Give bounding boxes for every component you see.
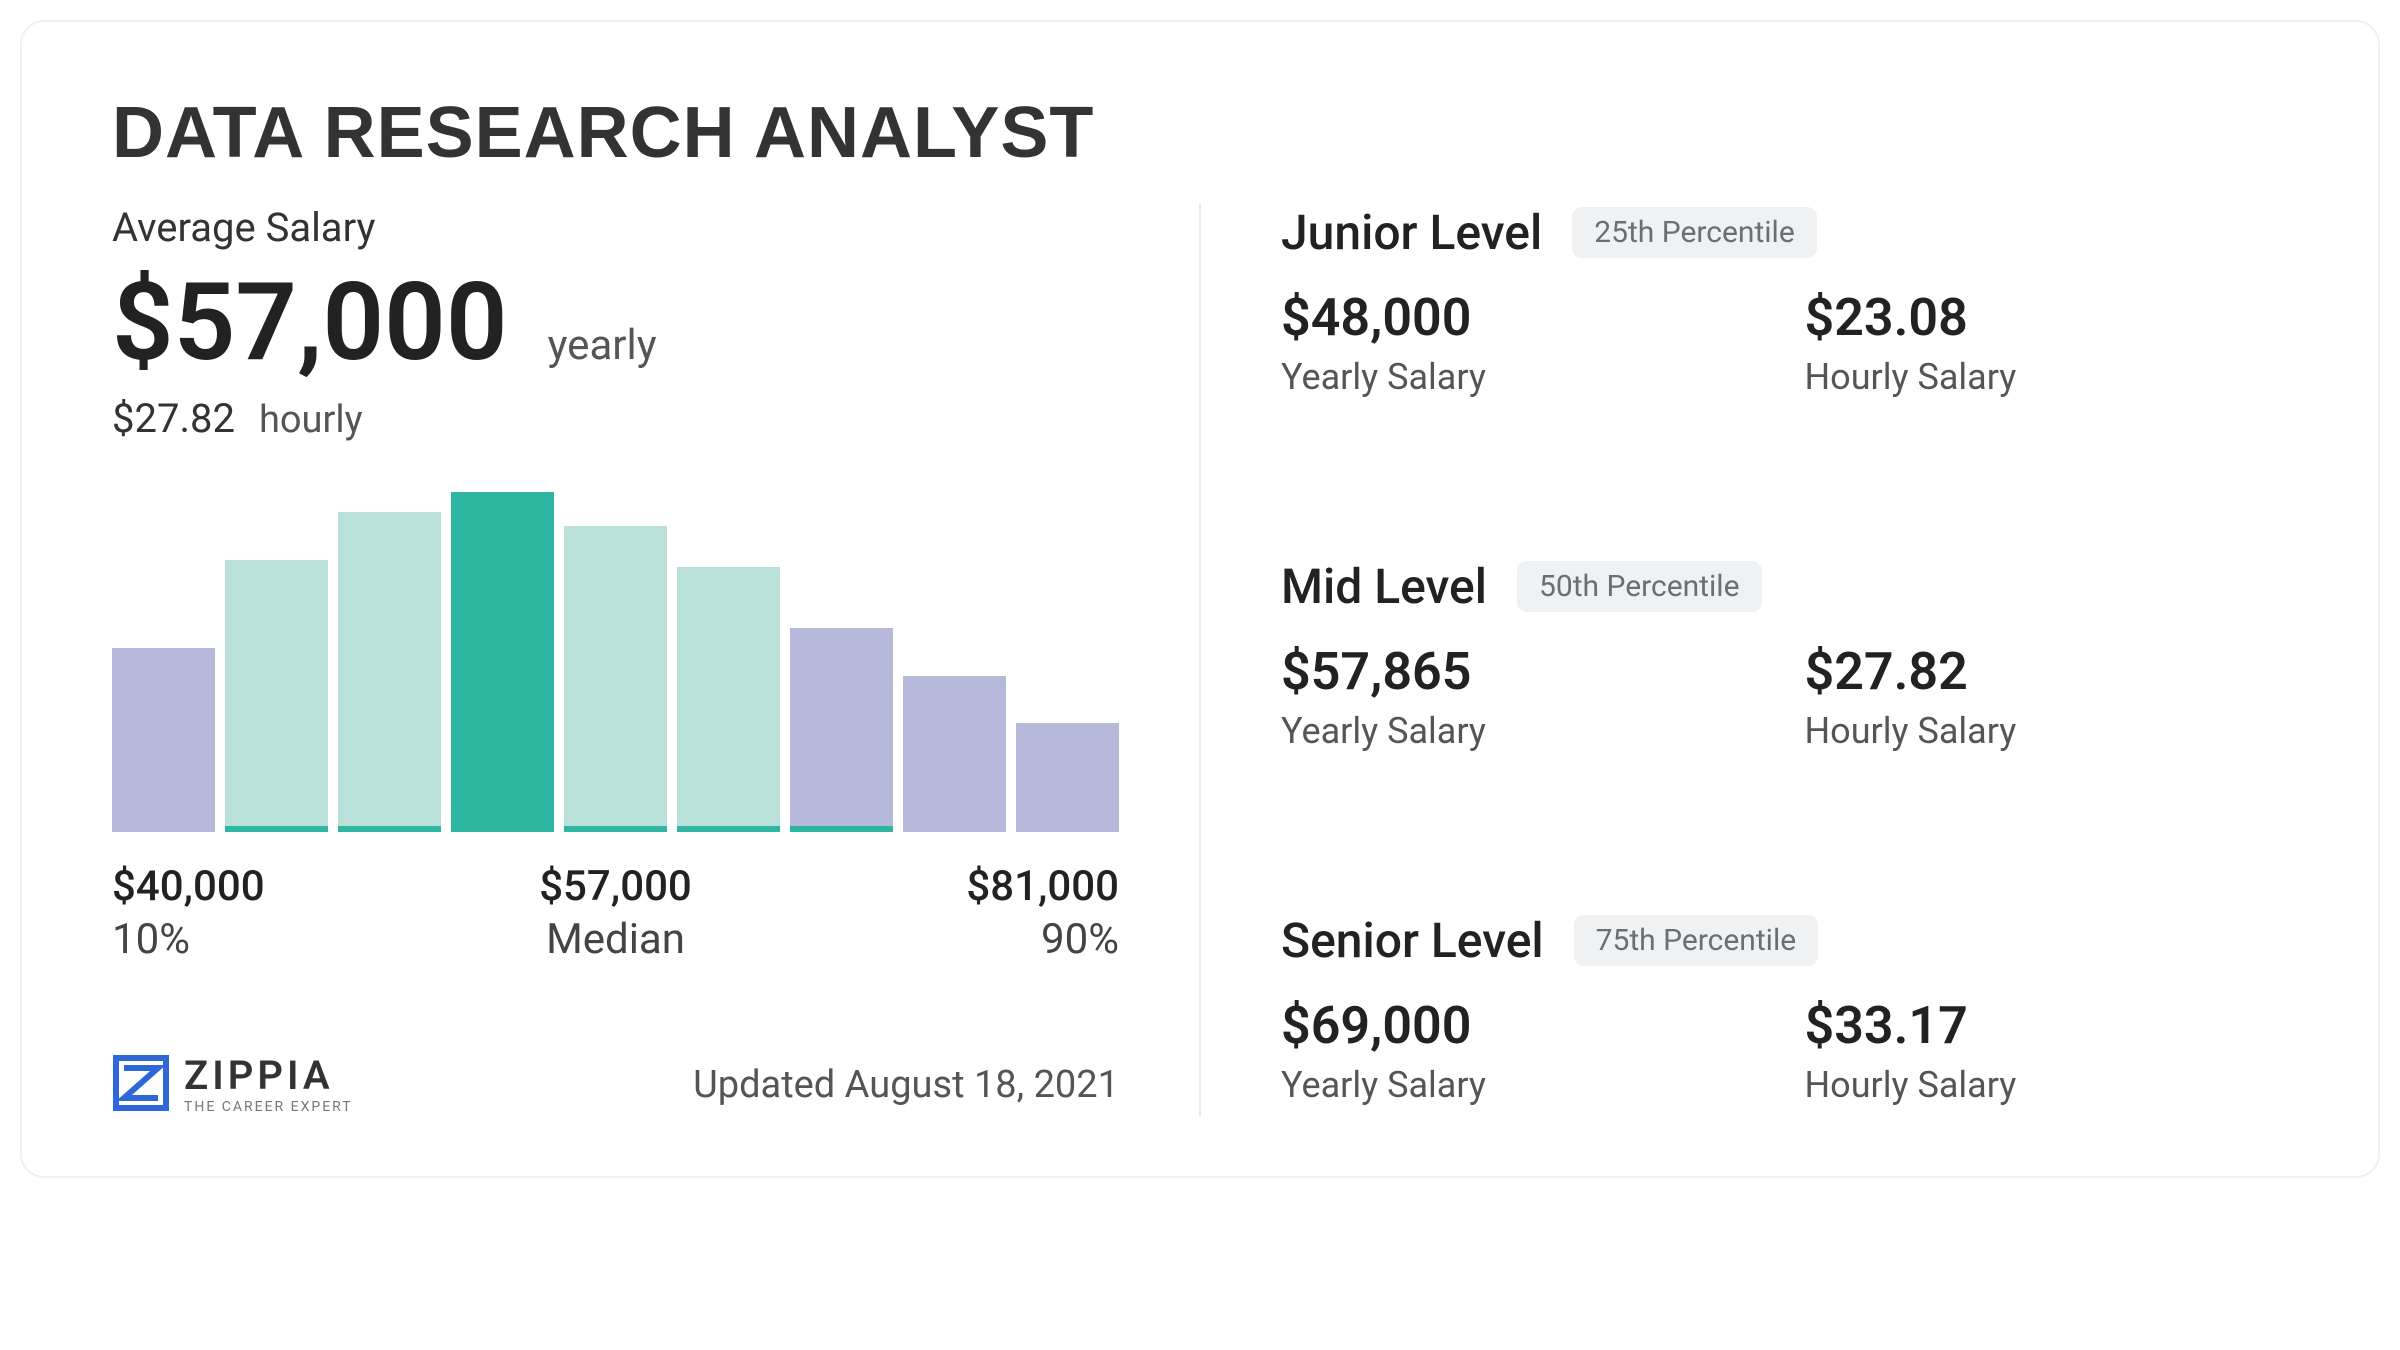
level-hourly-value: $23.08 — [1805, 287, 2289, 348]
level-block: Junior Level 25th Percentile $48,000 Yearly… — [1281, 204, 2288, 398]
level-hourly: $33.17 Hourly Salary — [1805, 995, 2289, 1106]
hourly-row: $27.82 hourly — [112, 395, 1119, 442]
chart-bar — [225, 492, 328, 832]
level-title: Senior Level — [1281, 912, 1544, 969]
level-yearly-value: $48,000 — [1281, 287, 1765, 348]
axis-left-label: 10% — [112, 915, 448, 964]
level-yearly-label: Yearly Salary — [1281, 710, 1765, 752]
axis-center-label: Median — [448, 915, 784, 964]
chart-bar — [1016, 492, 1119, 832]
level-yearly: $69,000 Yearly Salary — [1281, 995, 1765, 1106]
level-block: Senior Level 75th Percentile $69,000 Yearly… — [1281, 912, 2288, 1106]
chart-bars — [112, 492, 1119, 832]
job-title: DATA RESEARCH ANALYST — [112, 92, 2288, 174]
zippia-logo-icon — [112, 1054, 170, 1116]
level-yearly-label: Yearly Salary — [1281, 1064, 1765, 1106]
logo-name: ZIPPIA — [184, 1056, 353, 1096]
right-column: Junior Level 25th Percentile $48,000 Yearly… — [1221, 204, 2288, 1116]
chart-bar — [112, 492, 215, 832]
axis-right: $81,000 90% — [783, 862, 1119, 964]
chart-bar — [338, 492, 441, 832]
chart-bar-fill — [1016, 723, 1119, 832]
axis-right-value: $81,000 — [783, 862, 1119, 911]
chart-bar — [790, 492, 893, 832]
percentile-badge: 25th Percentile — [1572, 207, 1817, 258]
level-yearly: $48,000 Yearly Salary — [1281, 287, 1765, 398]
level-hourly-label: Hourly Salary — [1805, 710, 2289, 752]
chart-bar-fill — [338, 512, 441, 832]
chart-bar — [677, 492, 780, 832]
footer: ZIPPIA THE CAREER EXPERT Updated August … — [112, 1054, 1119, 1116]
average-salary-label: Average Salary — [112, 204, 1119, 251]
level-yearly: $57,865 Yearly Salary — [1281, 641, 1765, 752]
content-row: Average Salary $57,000 yearly $27.82 hou… — [112, 204, 2288, 1116]
level-hourly: $27.82 Hourly Salary — [1805, 641, 2289, 752]
chart-bar — [564, 492, 667, 832]
salary-distribution-chart: $40,000 10% $57,000 Median $81,000 90% — [112, 492, 1119, 964]
level-hourly-label: Hourly Salary — [1805, 356, 2289, 398]
updated-date: Updated August 18, 2021 — [693, 1063, 1119, 1107]
salary-card: DATA RESEARCH ANALYST Average Salary $57… — [20, 20, 2380, 1178]
chart-bar-fill — [790, 628, 893, 832]
yearly-label: yearly — [548, 321, 657, 370]
level-title: Junior Level — [1281, 204, 1542, 261]
level-yearly-label: Yearly Salary — [1281, 356, 1765, 398]
level-hourly-label: Hourly Salary — [1805, 1064, 2289, 1106]
level-block: Mid Level 50th Percentile $57,865 Yearly Sa… — [1281, 558, 2288, 752]
chart-bar — [903, 492, 1006, 832]
logo: ZIPPIA THE CAREER EXPERT — [112, 1054, 353, 1116]
axis-center: $57,000 Median — [448, 862, 784, 964]
level-yearly-value: $57,865 — [1281, 641, 1765, 702]
logo-text: ZIPPIA THE CAREER EXPERT — [184, 1056, 353, 1114]
chart-bar-fill — [451, 492, 554, 832]
chart-axis: $40,000 10% $57,000 Median $81,000 90% — [112, 862, 1119, 964]
chart-bar-fill — [564, 526, 667, 832]
axis-right-label: 90% — [783, 915, 1119, 964]
level-header: Mid Level 50th Percentile — [1281, 558, 2288, 615]
level-title: Mid Level — [1281, 558, 1487, 615]
level-yearly-value: $69,000 — [1281, 995, 1765, 1056]
percentile-badge: 75th Percentile — [1574, 915, 1819, 966]
percentile-badge: 50th Percentile — [1517, 561, 1762, 612]
level-row: $48,000 Yearly Salary $23.08 Hourly Salary — [1281, 287, 2288, 398]
average-yearly-value: $57,000 — [112, 269, 508, 377]
level-row: $57,865 Yearly Salary $27.82 Hourly Salary — [1281, 641, 2288, 752]
level-hourly: $23.08 Hourly Salary — [1805, 287, 2289, 398]
level-hourly-value: $27.82 — [1805, 641, 2289, 702]
logo-tagline: THE CAREER EXPERT — [184, 1100, 353, 1114]
left-column: Average Salary $57,000 yearly $27.82 hou… — [112, 204, 1179, 1116]
yearly-row: $57,000 yearly — [112, 269, 1119, 377]
level-header: Senior Level 75th Percentile — [1281, 912, 2288, 969]
axis-left: $40,000 10% — [112, 862, 448, 964]
chart-bar-fill — [112, 648, 215, 832]
chart-bar — [451, 492, 554, 832]
average-hourly-value: $27.82 — [112, 395, 235, 442]
axis-center-value: $57,000 — [448, 862, 784, 911]
vertical-divider — [1199, 204, 1201, 1116]
level-hourly-value: $33.17 — [1805, 995, 2289, 1056]
level-header: Junior Level 25th Percentile — [1281, 204, 2288, 261]
axis-left-value: $40,000 — [112, 862, 448, 911]
chart-bar-fill — [677, 567, 780, 832]
hourly-label: hourly — [259, 398, 363, 442]
chart-bar-fill — [903, 676, 1006, 832]
level-row: $69,000 Yearly Salary $33.17 Hourly Salary — [1281, 995, 2288, 1106]
chart-bar-fill — [225, 560, 328, 832]
